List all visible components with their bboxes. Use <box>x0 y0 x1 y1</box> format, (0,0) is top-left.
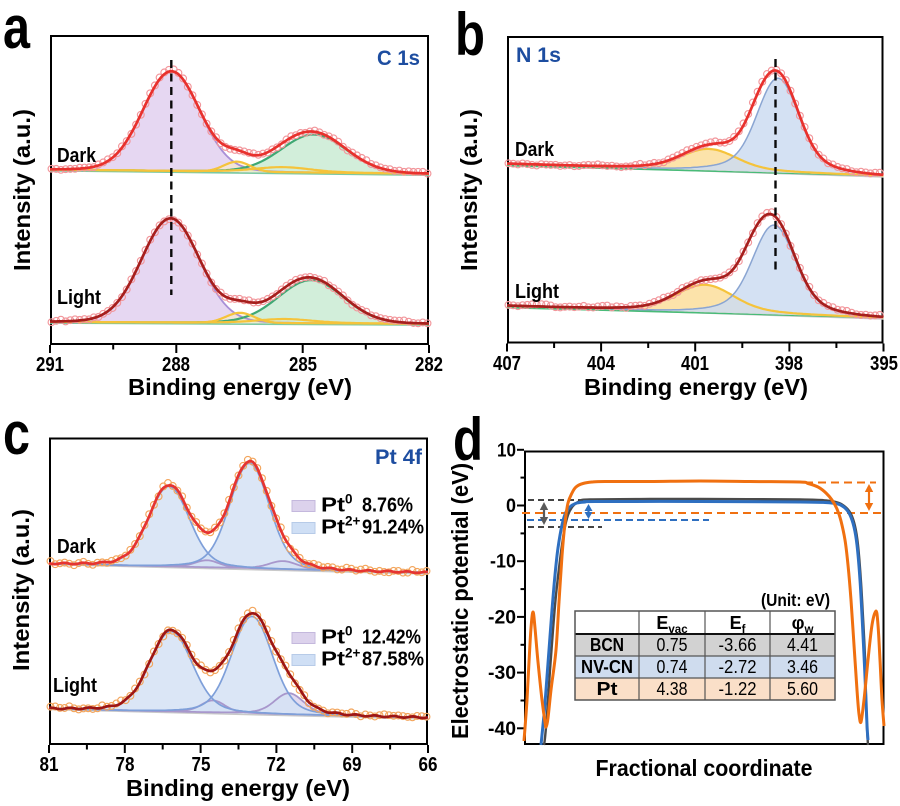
svg-text:282: 282 <box>415 354 443 376</box>
svg-text:Dark: Dark <box>57 535 97 558</box>
svg-text:Light: Light <box>53 674 97 697</box>
svg-text:395: 395 <box>870 353 898 375</box>
svg-text:0: 0 <box>506 496 516 517</box>
svg-text:Intensity (a.u.): Intensity (a.u.) <box>8 509 34 671</box>
svg-text:Ef: Ef <box>730 613 746 636</box>
svg-text:-2.72: -2.72 <box>719 657 757 677</box>
svg-text:81: 81 <box>40 754 59 776</box>
svg-text:Pt: Pt <box>597 679 618 699</box>
svg-text:d: d <box>453 406 483 473</box>
svg-text:Binding energy (eV): Binding energy (eV) <box>126 775 350 801</box>
svg-text:Intensity (a.u.): Intensity (a.u.) <box>456 109 482 271</box>
svg-text:10: 10 <box>497 440 516 461</box>
svg-text:(Unit: eV): (Unit: eV) <box>761 590 830 610</box>
svg-text:5.60: 5.60 <box>787 679 818 699</box>
svg-text:8.76%: 8.76% <box>362 494 413 517</box>
svg-text:78: 78 <box>116 754 135 776</box>
svg-text:Light: Light <box>57 286 101 309</box>
svg-text:288: 288 <box>162 354 190 376</box>
svg-text:-3.66: -3.66 <box>719 635 757 655</box>
svg-text:404: 404 <box>587 353 616 375</box>
svg-text:0: 0 <box>345 492 353 507</box>
svg-text:398: 398 <box>775 353 803 375</box>
svg-text:-30: -30 <box>488 663 516 684</box>
svg-text:3.46: 3.46 <box>787 657 818 677</box>
svg-text:0.74: 0.74 <box>657 657 688 677</box>
svg-text:0: 0 <box>345 624 353 639</box>
svg-text:Binding energy (eV): Binding energy (eV) <box>584 374 808 400</box>
svg-text:-10: -10 <box>490 552 516 573</box>
svg-text:-40: -40 <box>488 719 516 740</box>
svg-text:c: c <box>3 400 30 467</box>
svg-text:4.41: 4.41 <box>787 635 818 655</box>
svg-text:12.42%: 12.42% <box>362 626 421 649</box>
svg-text:Pt: Pt <box>321 516 345 539</box>
svg-text:a: a <box>3 0 31 61</box>
svg-text:Binding energy (eV): Binding energy (eV) <box>128 374 352 400</box>
svg-text:2+: 2+ <box>345 646 361 661</box>
svg-text:91.24%: 91.24% <box>362 516 424 539</box>
svg-text:N 1s: N 1s <box>516 43 561 67</box>
svg-text:87.58%: 87.58% <box>362 648 424 671</box>
svg-text:b: b <box>455 1 485 68</box>
svg-text:-20: -20 <box>488 607 516 628</box>
svg-text:Dark: Dark <box>57 144 97 167</box>
svg-text:0.75: 0.75 <box>657 635 688 655</box>
svg-text:Pt: Pt <box>321 494 345 517</box>
svg-text:BCN: BCN <box>590 635 624 655</box>
svg-text:Dark: Dark <box>515 138 555 161</box>
svg-text:Pt 4f: Pt 4f <box>375 445 423 469</box>
svg-text:Fractional coordinate: Fractional coordinate <box>596 755 813 781</box>
svg-text:Electrostatic potential (eV): Electrostatic potential (eV) <box>447 463 473 739</box>
svg-text:Light: Light <box>515 280 559 303</box>
svg-text:NV-CN: NV-CN <box>581 657 633 677</box>
svg-text:C 1s: C 1s <box>377 46 420 70</box>
svg-text:69: 69 <box>343 754 362 776</box>
svg-text:72: 72 <box>267 754 286 776</box>
svg-text:291: 291 <box>36 354 64 376</box>
svg-text:4.38: 4.38 <box>657 679 688 699</box>
svg-text:Pt: Pt <box>321 648 345 671</box>
svg-text:-1.22: -1.22 <box>719 679 757 699</box>
svg-text:401: 401 <box>681 353 709 375</box>
svg-text:Pt: Pt <box>321 626 345 649</box>
svg-text:2+: 2+ <box>345 514 361 529</box>
svg-text:407: 407 <box>493 353 521 375</box>
svg-text:75: 75 <box>192 754 211 776</box>
svg-text:Intensity (a.u.): Intensity (a.u.) <box>9 109 35 271</box>
svg-text:285: 285 <box>289 354 317 376</box>
svg-text:66: 66 <box>419 754 438 776</box>
